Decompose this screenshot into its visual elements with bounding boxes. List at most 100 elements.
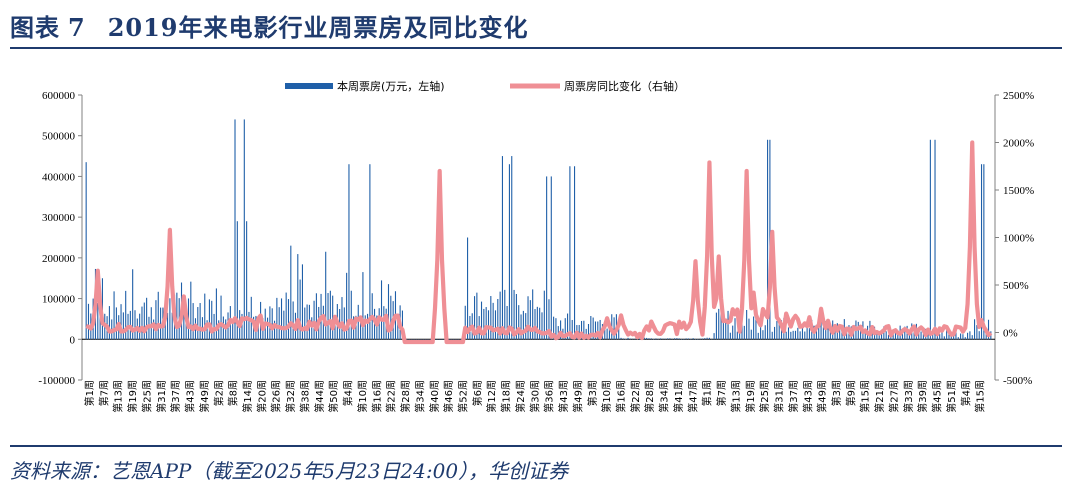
box-office-bar — [541, 312, 543, 340]
box-office-bar — [853, 329, 855, 340]
box-office-bar — [513, 289, 515, 340]
x-tick-label: 第49周 — [571, 380, 584, 413]
x-tick-label: 第8周 — [227, 380, 240, 406]
box-office-bar — [213, 313, 215, 340]
box-office-bar — [236, 221, 238, 340]
box-office-bar — [627, 337, 629, 340]
box-office-bar — [460, 339, 462, 340]
box-office-bar — [383, 306, 385, 340]
box-office-bar — [390, 295, 392, 340]
box-office-bar — [834, 329, 836, 340]
x-tick-label: 第16周 — [370, 380, 383, 413]
x-tick-label: 第43周 — [557, 380, 570, 413]
box-office-bar — [767, 139, 769, 340]
box-office-bar — [85, 162, 87, 340]
box-office-bar — [529, 300, 531, 340]
x-tick-label: 第13周 — [729, 380, 742, 413]
box-office-bar — [622, 338, 624, 340]
box-office-bar — [357, 304, 359, 340]
box-office-bar — [506, 305, 508, 340]
box-office-bar — [169, 298, 171, 340]
x-tick-label: 第2周 — [212, 380, 225, 406]
x-tick-label: 第49周 — [816, 380, 829, 413]
box-office-bar — [499, 291, 501, 340]
box-office-bar — [743, 325, 745, 340]
box-office-bar — [722, 314, 724, 340]
box-office-bar — [571, 319, 573, 340]
x-tick-label: 第10周 — [356, 380, 369, 413]
box-office-bar — [346, 272, 348, 340]
box-office-bar — [457, 339, 459, 340]
box-office-bar — [808, 328, 810, 340]
x-tick-label: 第4周 — [959, 380, 972, 406]
box-office-bar — [190, 281, 192, 340]
box-office-bar — [962, 334, 964, 340]
x-tick-label: 第6周 — [471, 380, 484, 406]
box-office-bar — [936, 333, 938, 340]
x-tick-label: 第27周 — [887, 380, 900, 413]
x-tick-label: 第22周 — [385, 380, 398, 413]
box-office-bar — [718, 308, 720, 340]
box-office-bar — [687, 338, 690, 340]
box-office-bar — [436, 339, 438, 340]
x-tick-label: 第19周 — [126, 380, 139, 413]
box-office-bar — [976, 325, 978, 340]
box-office-bar — [787, 327, 790, 340]
box-office-bar — [313, 300, 315, 340]
box-office-bar — [820, 322, 822, 340]
box-office-bar — [987, 319, 990, 340]
box-office-bar — [134, 310, 136, 340]
box-office-bar — [657, 338, 659, 340]
box-office-bar — [771, 331, 773, 340]
box-office-bar — [674, 338, 676, 340]
box-office-bar — [297, 254, 299, 340]
box-office-bar — [220, 295, 222, 340]
box-office-bar — [957, 337, 959, 340]
box-office-bar — [667, 338, 669, 340]
source-note: 资料来源：艺恩APP（截至2025年5月23日24:00），华创证券 — [10, 459, 569, 483]
x-tick-label: 第16周 — [615, 380, 628, 413]
box-office-bar — [494, 310, 497, 340]
box-office-bar — [741, 324, 743, 340]
box-office-bar — [822, 327, 824, 340]
box-office-bar — [578, 324, 580, 340]
left-tick-label: -100000 — [38, 375, 75, 387]
box-office-bar — [278, 307, 280, 340]
box-office-bar — [734, 318, 736, 340]
box-office-bar — [241, 313, 243, 340]
box-office-bar — [467, 237, 469, 340]
box-office-bar — [776, 321, 778, 340]
box-office-bar — [157, 291, 159, 340]
box-office-bar — [364, 315, 366, 340]
box-office-bar — [139, 313, 141, 340]
box-office-bar — [160, 307, 162, 340]
box-office-bar — [653, 339, 655, 340]
box-office-bar — [243, 119, 245, 340]
box-office-bar — [701, 338, 704, 340]
right-tick-label: 2500% — [1003, 90, 1034, 102]
box-office-bar — [706, 337, 708, 340]
box-office-bar — [815, 324, 817, 340]
box-office-bar — [699, 338, 701, 340]
box-office-bar — [215, 288, 217, 340]
chart-axes — [78, 94, 999, 381]
box-office-bar — [732, 325, 734, 340]
box-office-bar — [292, 301, 294, 340]
box-office-bar — [757, 332, 759, 340]
box-office-bar — [325, 251, 327, 340]
box-office-bar — [146, 297, 148, 340]
box-office-bar — [553, 316, 555, 340]
box-office-bar — [192, 303, 194, 340]
box-office-bar — [908, 334, 910, 340]
box-office-bar — [876, 331, 878, 340]
box-office-bar — [199, 303, 201, 340]
box-office-bar — [648, 338, 650, 340]
box-office-bar — [729, 332, 731, 340]
x-tick-label: 第4周 — [342, 380, 355, 406]
box-office-bar — [99, 312, 101, 340]
box-office-bar — [443, 339, 445, 340]
x-tick-label: 第13周 — [112, 380, 125, 413]
x-tick-label: 第30周 — [528, 380, 541, 413]
box-office-bar — [290, 245, 292, 340]
box-office-bar — [967, 332, 969, 340]
